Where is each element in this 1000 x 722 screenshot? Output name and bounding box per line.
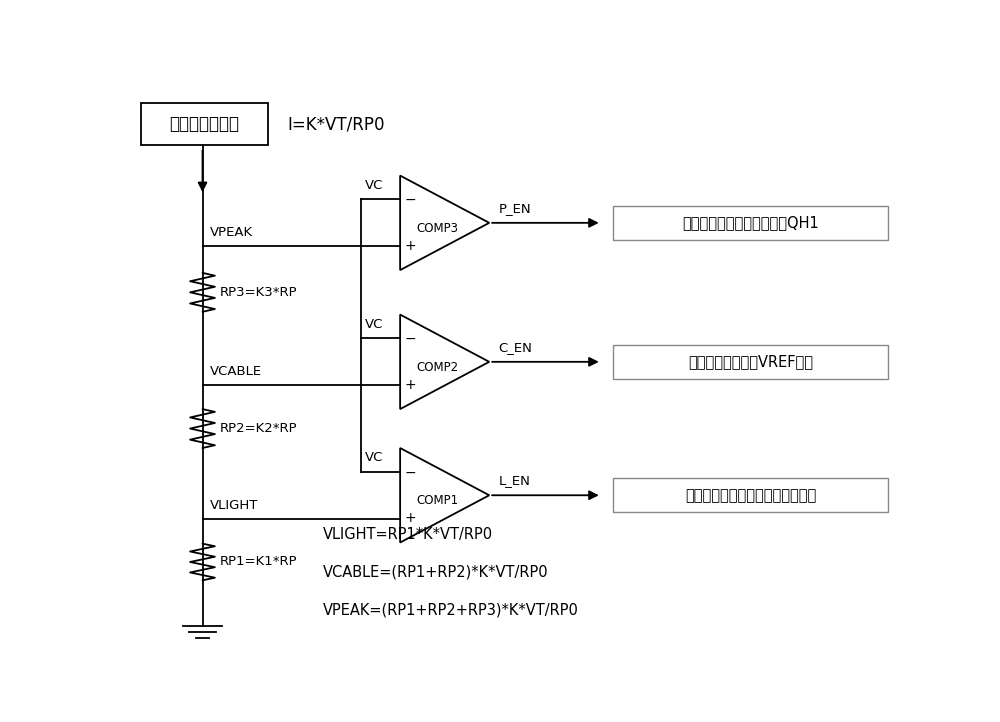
Text: VC: VC — [365, 318, 384, 331]
Text: RP2=K2*RP: RP2=K2*RP — [220, 422, 297, 435]
Text: −: − — [405, 193, 416, 207]
FancyBboxPatch shape — [613, 206, 888, 240]
Text: +: + — [405, 238, 416, 253]
Text: VPEAK=(RP1+RP2+RP3)*K*VT/RP0: VPEAK=(RP1+RP2+RP3)*K*VT/RP0 — [323, 602, 578, 617]
Text: C_EN: C_EN — [499, 341, 532, 354]
Text: +: + — [405, 378, 416, 391]
FancyBboxPatch shape — [140, 103, 268, 145]
Text: VLIGHT=RP1*K*VT/RP0: VLIGHT=RP1*K*VT/RP0 — [323, 526, 493, 542]
FancyBboxPatch shape — [613, 344, 888, 379]
Text: 正温度系数电流: 正温度系数电流 — [169, 116, 239, 133]
Text: VC: VC — [365, 179, 384, 192]
Text: VCABLE: VCABLE — [210, 365, 262, 378]
Text: COMP1: COMP1 — [416, 495, 459, 508]
Text: 轻载高效模式，关断时钟信号模块: 轻载高效模式，关断时钟信号模块 — [685, 488, 816, 503]
Text: −: − — [405, 466, 416, 479]
Text: −: − — [405, 332, 416, 346]
Text: +: + — [405, 511, 416, 525]
Text: COMP2: COMP2 — [416, 361, 459, 374]
Text: VCABLE=(RP1+RP2)*K*VT/RP0: VCABLE=(RP1+RP2)*K*VT/RP0 — [323, 565, 548, 580]
Text: RP3=K3*RP: RP3=K3*RP — [220, 286, 297, 299]
Text: 峰値电流限制，关断输出管QH1: 峰値电流限制，关断输出管QH1 — [682, 215, 819, 230]
Text: 线电压损耗补唇，VREF切换: 线电压损耗补唇，VREF切换 — [688, 355, 813, 370]
Text: VLIGHT: VLIGHT — [210, 499, 259, 512]
Text: VPEAK: VPEAK — [210, 226, 253, 239]
Text: L_EN: L_EN — [499, 474, 530, 487]
Text: VC: VC — [365, 451, 384, 464]
Text: I=K*VT/RP0: I=K*VT/RP0 — [288, 116, 385, 134]
Text: COMP3: COMP3 — [417, 222, 459, 235]
Text: P_EN: P_EN — [499, 202, 531, 215]
FancyBboxPatch shape — [613, 478, 888, 513]
Text: RP1=K1*RP: RP1=K1*RP — [220, 555, 297, 568]
